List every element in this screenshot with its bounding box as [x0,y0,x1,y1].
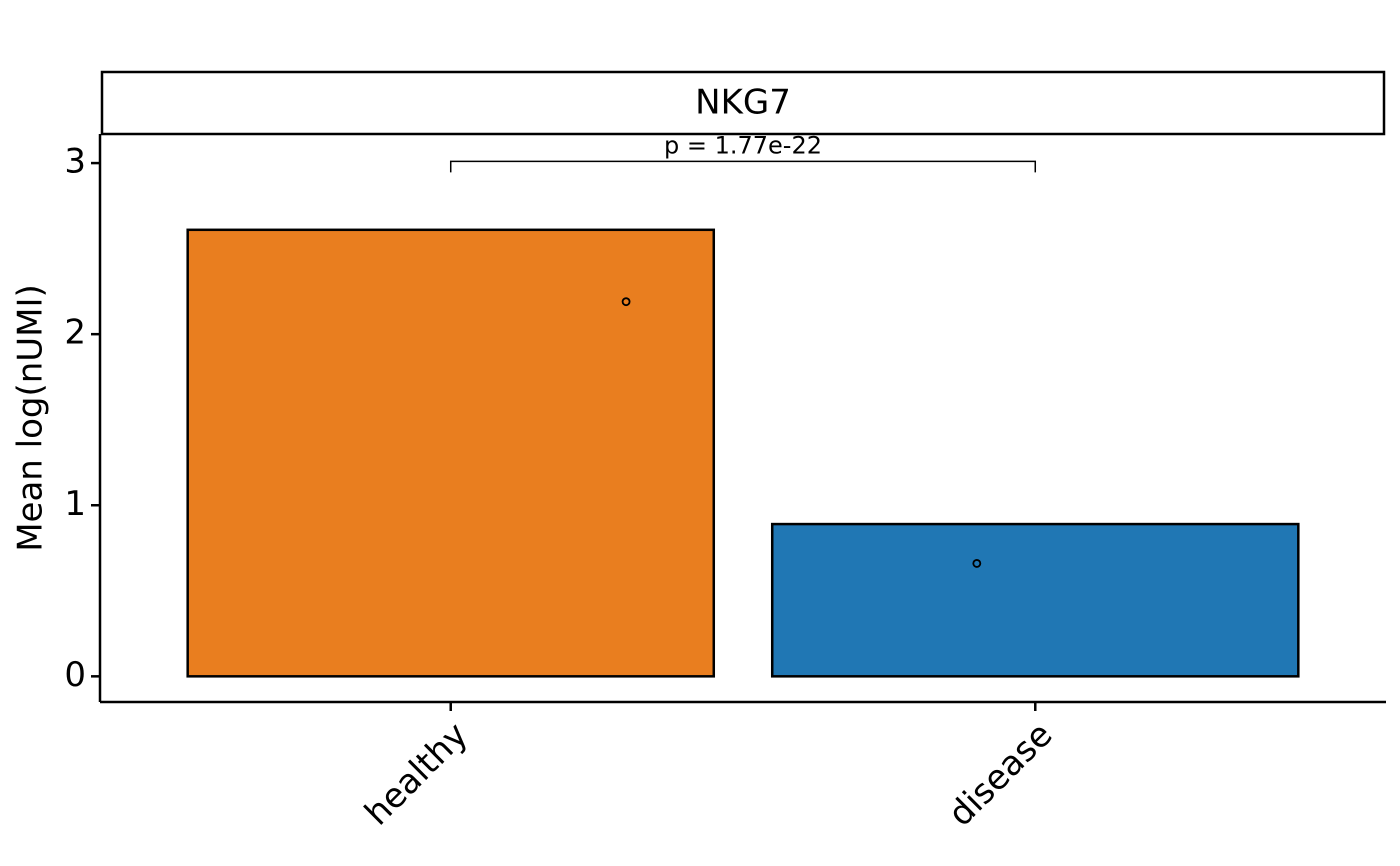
y-tick-label: 3 [64,142,86,182]
x-tick-label: healthy [357,715,476,834]
bar [186,228,716,678]
y-tick-label: 2 [64,313,86,353]
data-point [972,559,982,568]
p-value-annotation: p = 1.77e-22 [664,131,822,159]
y-tick-label: 0 [64,655,86,695]
y-axis-label: Mean log(nUMI) [11,284,51,552]
bar [770,522,1300,678]
x-tick-label: disease [941,715,1061,835]
significance-bracket [449,160,1037,173]
facet-strip [100,70,1386,136]
chart-title: NKG7 [695,83,791,123]
y-tick-label: 1 [64,484,86,524]
data-point [621,297,631,307]
